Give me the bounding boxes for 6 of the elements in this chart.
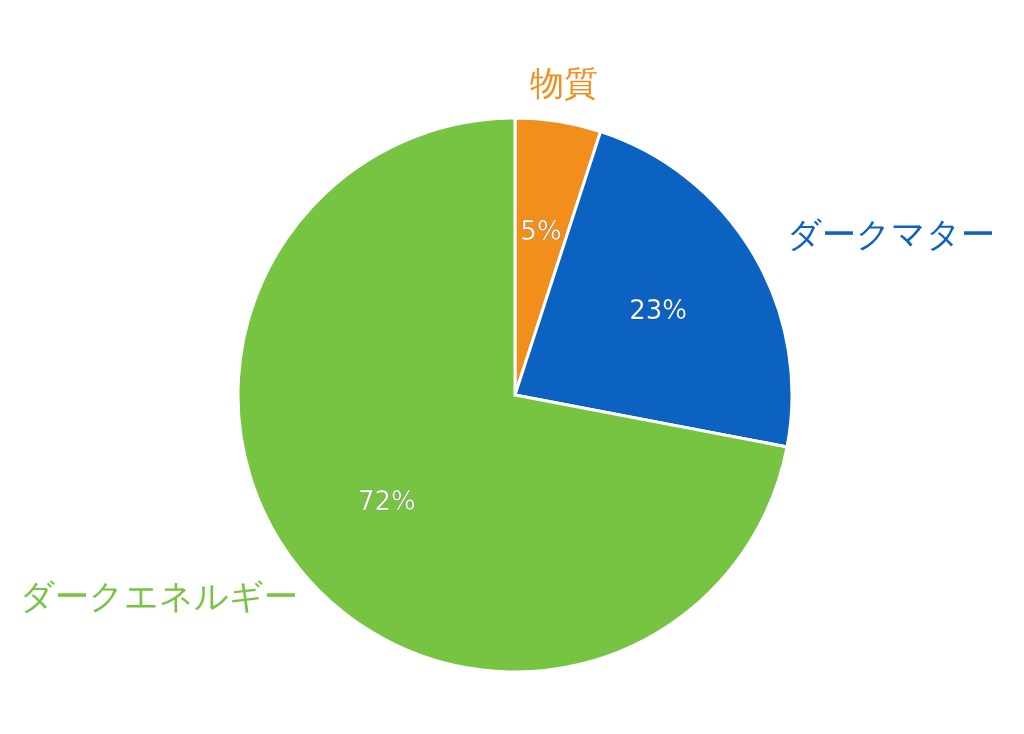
slice-label: 物質 xyxy=(530,63,599,104)
data-label: 72% xyxy=(358,485,416,516)
slice-label: ダークマター xyxy=(786,214,995,255)
data-label: 5% xyxy=(520,215,562,246)
slice-label: ダークエネルギー xyxy=(20,576,298,617)
data-label: 23% xyxy=(629,295,687,326)
